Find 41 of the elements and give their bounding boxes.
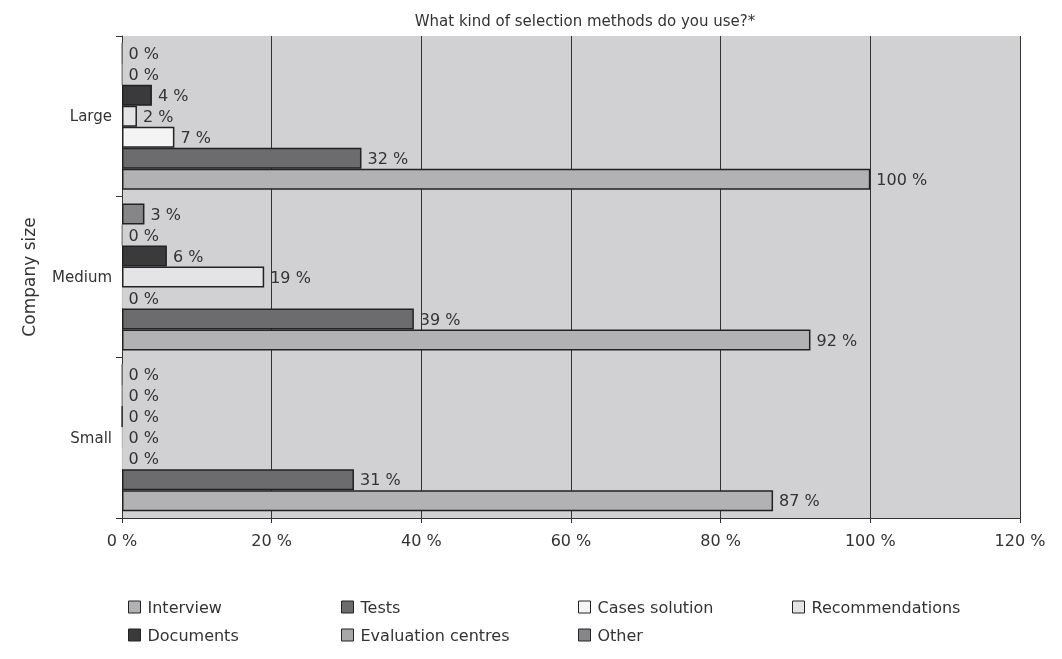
data-label: 0 % (128, 225, 159, 245)
data-label: 2 % (142, 106, 174, 126)
y-tick-label: Large (69, 107, 112, 126)
data-label: 19 % (270, 267, 311, 287)
x-tick-label: 0 % (106, 530, 138, 550)
data-label: 7 % (180, 127, 211, 147)
data-label: 0 % (128, 428, 159, 448)
legend-label: Cases solution (597, 597, 714, 617)
legend-label: Recommendations (811, 597, 961, 617)
data-label: 4 % (157, 85, 189, 105)
data-label: 32 % (367, 148, 409, 168)
data-label: 0 % (128, 43, 159, 63)
x-tick-label: 20 % (251, 530, 292, 550)
data-label: 39 % (419, 309, 461, 329)
data-label: 92 % (816, 330, 858, 350)
legend-label: Interview (147, 597, 222, 617)
x-tick-label: 60 % (550, 530, 592, 550)
y-axis-title: Company size (18, 217, 39, 337)
x-tick-label: 120 % (994, 530, 1046, 550)
data-label: 0 % (128, 407, 159, 427)
x-tick-label: 100 % (844, 530, 896, 550)
data-label: 6 % (172, 246, 204, 266)
y-tick-label: Medium (52, 268, 112, 286)
bar (122, 203, 145, 225)
y-tick-label: Small (70, 428, 112, 447)
data-label: 0 % (128, 64, 159, 84)
legend-label: Evaluation centres (360, 625, 510, 645)
data-label: 0 % (128, 386, 159, 406)
data-label: 100 % (876, 169, 928, 189)
data-label: 0 % (128, 365, 159, 385)
x-tick-label: 40 % (401, 530, 442, 550)
data-label: 31 % (359, 470, 401, 490)
legend-label: Tests (359, 597, 401, 617)
chart-title: What kind of selection methods do you use?* (414, 11, 756, 30)
x-tick-label: 80 % (700, 530, 741, 550)
legend-label: Documents (147, 625, 239, 645)
data-label: 3 % (150, 204, 181, 224)
data-label: 0 % (128, 449, 159, 469)
data-label: 0 % (128, 288, 159, 308)
legend-label: Other (597, 625, 644, 645)
data-label: 87 % (779, 491, 820, 511)
